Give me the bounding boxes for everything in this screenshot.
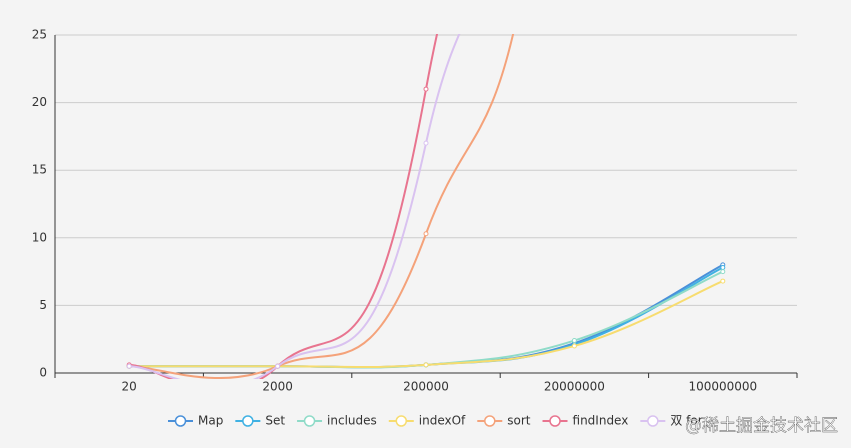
legend-label: sort	[507, 414, 531, 428]
legend-icon	[549, 415, 561, 427]
series-line	[129, 34, 515, 379]
series-line	[129, 34, 461, 379]
x-tick-label: 20	[122, 380, 137, 394]
legend: Map Set includes indexOf sort findIndex 双 for	[168, 414, 703, 428]
legend-icon	[395, 415, 408, 427]
data-point	[275, 363, 281, 369]
legend-label: Map	[198, 414, 223, 428]
x-tick-label: 200000	[403, 380, 449, 394]
y-tick-label: 0	[39, 366, 47, 380]
data-point	[571, 343, 577, 349]
series-line	[129, 34, 439, 379]
legend-icon	[484, 415, 496, 427]
legend-icon	[174, 415, 187, 427]
data-point	[423, 231, 429, 237]
y-tick-label: 20	[32, 95, 47, 109]
x-tick-label: 2000	[262, 380, 293, 394]
legend-icon	[647, 415, 659, 427]
watermark: @稀土掘金技术社区	[685, 416, 838, 436]
legend-icon	[303, 415, 316, 427]
y-tick-label: 15	[32, 163, 47, 177]
y-tick-label: 25	[32, 28, 47, 42]
data-point	[423, 86, 429, 92]
x-tick-label: 100000000	[688, 380, 757, 394]
legend-icon	[242, 415, 254, 427]
data-point	[720, 269, 726, 275]
data-point	[571, 338, 577, 344]
series-line	[129, 280, 724, 369]
data-point	[423, 362, 429, 368]
y-tick-label: 10	[32, 230, 47, 244]
data-point	[720, 278, 726, 284]
legend-label: Set	[265, 414, 285, 428]
legend-label: 双 for	[670, 414, 702, 428]
x-tick-label: 20000000	[544, 380, 605, 394]
legend-label: findIndex	[573, 414, 629, 428]
plot-area	[126, 34, 726, 379]
legend-label: indexOf	[419, 414, 466, 428]
data-point	[423, 140, 429, 146]
data-point	[720, 265, 726, 271]
legend-label: includes	[327, 414, 377, 428]
grid: 0 5 10 15 20 25 20 2000 200000 20000000 100000000	[32, 28, 798, 394]
data-point	[126, 363, 132, 369]
y-tick-label: 5	[39, 298, 47, 312]
